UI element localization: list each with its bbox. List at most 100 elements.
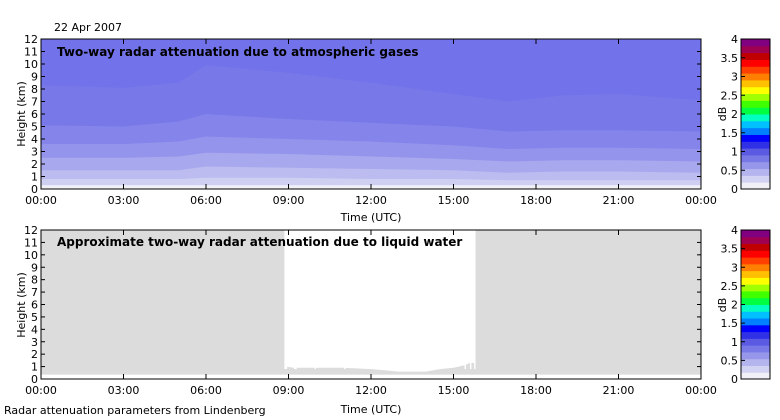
liquid-water-clear-streak — [284, 230, 288, 370]
x-tick-label: 12:00 — [355, 194, 387, 207]
colorbar-segment — [741, 161, 770, 170]
colorbar-segment — [741, 59, 770, 67]
liquid-water-clear-streak — [470, 230, 472, 370]
panel2-x-ticks: 00:00 03:00 06:00 09:00 12:00 15:00 18:00 21:00… — [25, 230, 717, 397]
colorbar-tick-label: 0 — [731, 183, 738, 196]
colorbar-tick-label: 2 — [731, 108, 738, 121]
liquid-water-clear-streak — [294, 230, 297, 370]
liquid-water-clear-streak — [314, 230, 316, 370]
y-tick-label: 11 — [24, 46, 38, 59]
x-tick-label: 09:00 — [273, 384, 305, 397]
liquid-water-clear-streak — [344, 230, 346, 370]
colorbar-segment — [741, 277, 770, 285]
y-tick-label: 2 — [31, 158, 38, 171]
colorbar-tick-label: 1 — [731, 146, 738, 159]
x-tick-label: 00:00 — [685, 194, 717, 207]
y-tick-label: 4 — [31, 323, 38, 336]
colorbar-segment — [741, 311, 770, 319]
y-tick-label: 5 — [31, 121, 38, 134]
colorbar-segment — [741, 168, 770, 176]
colorbar-tick-label: 0.5 — [721, 354, 739, 367]
colorbar-segment — [741, 154, 770, 163]
colorbar-segment — [741, 52, 770, 60]
x-tick-label: 00:00 — [685, 384, 717, 397]
panel2-colorbar: 0 0.5 1 1.5 2 2.5 3 3.5 4 — [721, 224, 771, 386]
colorbar-segment — [741, 263, 770, 272]
liquid-water-clear-streak — [464, 230, 466, 370]
y-tick-label: 1 — [31, 171, 38, 184]
y-tick-label: 12 — [24, 224, 38, 237]
colorbar-tick-label: 1.5 — [721, 127, 739, 140]
colorbar-segment — [741, 236, 770, 245]
y-tick-label: 4 — [31, 133, 38, 146]
footer-note: Radar attenuation parameters from Linden… — [4, 404, 266, 417]
y-tick-label: 10 — [24, 249, 38, 262]
panel1-colorbar: 0 0.5 1 1.5 2 2.5 3 3.5 4 — [721, 33, 771, 196]
colorbar-tick-label: 0.5 — [721, 164, 739, 177]
x-tick-label: 06:00 — [190, 384, 222, 397]
y-tick-label: 10 — [24, 58, 38, 71]
colorbar-segment — [741, 358, 770, 366]
colorbar-tick-label: 3 — [731, 71, 738, 84]
colorbar-segment — [741, 120, 770, 129]
colorbar-segment — [741, 182, 770, 190]
x-tick-label: 21:00 — [603, 384, 635, 397]
colorbar-segment — [741, 114, 770, 122]
x-tick-label: 18:00 — [520, 194, 552, 207]
panel2-colorbar-label: dB — [716, 298, 729, 313]
panel1-x-axis-label: Time (UTC) — [340, 211, 402, 224]
colorbar-segment — [741, 79, 770, 88]
y-tick-label: 7 — [31, 96, 38, 109]
colorbar-tick-label: 2.5 — [721, 280, 739, 293]
colorbar-segment — [741, 127, 770, 135]
colorbar-segment — [741, 250, 770, 258]
y-tick-label: 9 — [31, 261, 38, 274]
x-tick-label: 21:00 — [603, 194, 635, 207]
colorbar-tick-label: 4 — [731, 224, 738, 237]
y-tick-label: 1 — [31, 361, 38, 374]
x-tick-label: 03:00 — [108, 384, 140, 397]
colorbar-segment — [741, 290, 770, 299]
colorbar-tick-label: 2.5 — [721, 89, 739, 102]
panel2-x-axis-label: Time (UTC) — [340, 403, 402, 416]
x-tick-label: 15:00 — [438, 384, 470, 397]
y-tick-label: 8 — [31, 274, 38, 287]
colorbar-segment — [741, 39, 770, 47]
x-tick-label: 18:00 — [520, 384, 552, 397]
y-tick-label: 3 — [31, 336, 38, 349]
colorbar-segment — [741, 257, 770, 265]
colorbar-segment — [741, 134, 770, 142]
colorbar-segment — [741, 243, 770, 251]
date-label: 22 Apr 2007 — [54, 21, 122, 34]
colorbar-segment — [741, 345, 770, 353]
colorbar-segment — [741, 45, 770, 54]
colorbar-segment — [741, 304, 770, 312]
colorbar-segment — [741, 86, 770, 95]
x-tick-label: 03:00 — [108, 194, 140, 207]
colorbar-segment — [741, 351, 770, 360]
colorbar-tick-label: 2 — [731, 299, 738, 312]
colorbar-segment — [741, 175, 770, 183]
y-tick-label: 3 — [31, 146, 38, 159]
colorbar-tick-label: 4 — [731, 33, 738, 46]
colorbar-segment — [741, 284, 770, 292]
colorbar-segment — [741, 66, 770, 74]
colorbar-segment — [741, 73, 770, 81]
colorbar-segment — [741, 270, 770, 278]
y-tick-label: 6 — [31, 299, 38, 312]
colorbar-segment — [741, 100, 770, 108]
colorbar-segment — [741, 141, 770, 149]
x-tick-label: 00:00 — [25, 384, 57, 397]
x-tick-label: 15:00 — [438, 194, 470, 207]
panel1-colorbar-label: dB — [716, 107, 729, 122]
y-tick-label: 5 — [31, 311, 38, 324]
x-tick-label: 00:00 — [25, 194, 57, 207]
y-tick-label: 0 — [31, 373, 38, 386]
panel1-y-axis-label: Height (km) — [15, 81, 28, 147]
panel2-title: Approximate two-way radar attenuation du… — [57, 235, 462, 249]
colorbar-tick-label: 3.5 — [721, 243, 739, 256]
